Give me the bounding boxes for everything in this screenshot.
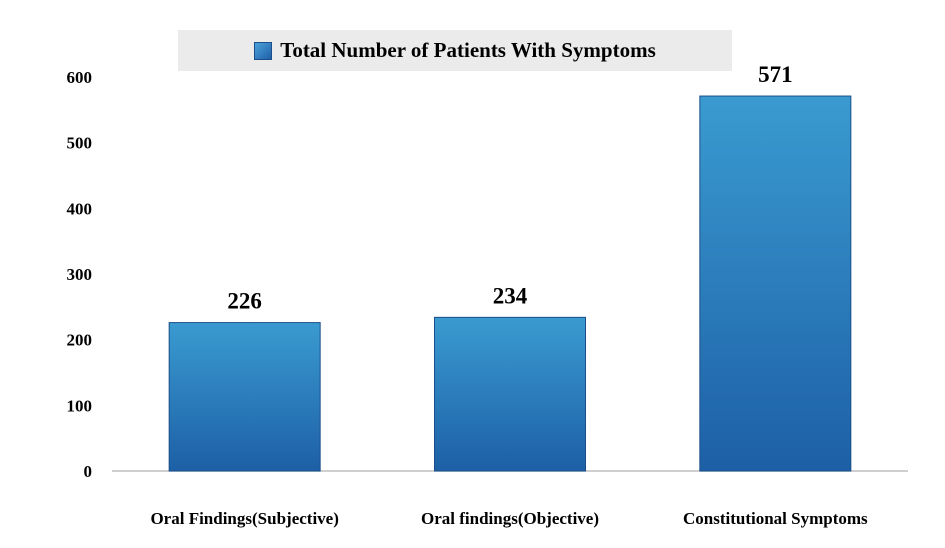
data-label: 571 [758,62,793,87]
bar [168,322,321,472]
y-tick-label: 400 [67,199,93,218]
legend-swatch [254,41,273,60]
y-tick-label: 500 [67,134,93,153]
x-tick-label: Oral findings(Objective) [421,509,599,528]
x-tick-label: Constitutional Symptoms [683,509,868,528]
y-tick-label: 100 [67,396,93,415]
bar [434,316,586,472]
legend: Total Number of Patients With Symptoms [178,30,732,71]
y-tick-label: 0 [84,462,93,481]
y-tick-label: 300 [67,265,93,284]
data-label: 234 [493,283,528,308]
y-tick-label: 200 [67,331,93,350]
y-tick-label: 600 [67,68,93,87]
legend-label: Total Number of Patients With Symptoms [280,38,656,62]
data-label: 226 [227,289,262,314]
bar [699,95,852,472]
x-tick-label: Oral Findings(Subjective) [150,509,338,528]
